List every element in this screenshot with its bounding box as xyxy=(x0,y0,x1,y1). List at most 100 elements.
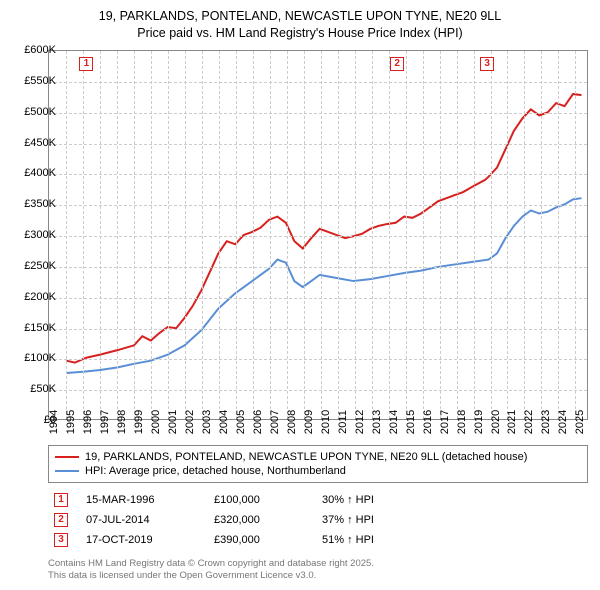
x-tick-label: 2009 xyxy=(303,410,315,434)
annotation-row: 2 07-JUL-2014 £320,000 37% ↑ HPI xyxy=(48,510,588,530)
legend-swatch xyxy=(55,456,79,458)
x-tick-label: 1996 xyxy=(82,410,94,434)
y-tick-label: £200K xyxy=(24,291,56,303)
chart-container: 19, PARKLANDS, PONTELAND, NEWCASTLE UPON… xyxy=(0,0,600,590)
gridline-v xyxy=(355,51,356,419)
gridline-h xyxy=(49,390,587,391)
gridline-v xyxy=(507,51,508,419)
y-tick-label: £600K xyxy=(24,44,56,56)
legend-item: HPI: Average price, detached house, Nort… xyxy=(55,464,581,478)
gridline-h xyxy=(49,236,587,237)
gridline-v xyxy=(287,51,288,419)
gridline-v xyxy=(406,51,407,419)
x-tick-label: 2022 xyxy=(523,410,535,434)
x-tick-label: 2001 xyxy=(167,410,179,434)
legend-label: HPI: Average price, detached house, Nort… xyxy=(85,465,346,477)
annotation-marker: 2 xyxy=(54,513,68,527)
x-tick-label: 1994 xyxy=(48,410,60,434)
y-tick-label: £250K xyxy=(24,260,56,272)
x-tick-label: 1995 xyxy=(65,410,77,434)
x-tick-label: 2003 xyxy=(201,410,213,434)
gridline-v xyxy=(474,51,475,419)
gridline-v xyxy=(168,51,169,419)
gridline-v xyxy=(185,51,186,419)
x-tick-label: 1997 xyxy=(99,410,111,434)
gridline-v xyxy=(541,51,542,419)
gridline-h xyxy=(49,267,587,268)
gridline-v xyxy=(524,51,525,419)
y-tick-label: £300K xyxy=(24,229,56,241)
gridline-v xyxy=(575,51,576,419)
series-line xyxy=(66,94,581,363)
gridline-h xyxy=(49,82,587,83)
x-tick-label: 1998 xyxy=(116,410,128,434)
gridline-v xyxy=(491,51,492,419)
plot-svg xyxy=(49,51,587,419)
gridline-v xyxy=(134,51,135,419)
gridline-v xyxy=(117,51,118,419)
x-tick-label: 2015 xyxy=(405,410,417,434)
chart-marker: 2 xyxy=(390,57,404,71)
gridline-h xyxy=(49,205,587,206)
x-tick-label: 2012 xyxy=(354,410,366,434)
title-block: 19, PARKLANDS, PONTELAND, NEWCASTLE UPON… xyxy=(0,0,600,46)
gridline-h xyxy=(49,174,587,175)
y-tick-label: £450K xyxy=(24,137,56,149)
x-tick-label: 1999 xyxy=(133,410,145,434)
x-tick-label: 2025 xyxy=(574,410,586,434)
x-tick-label: 2021 xyxy=(506,410,518,434)
gridline-v xyxy=(389,51,390,419)
x-tick-label: 2018 xyxy=(456,410,468,434)
x-tick-label: 2007 xyxy=(269,410,281,434)
x-tick-label: 2016 xyxy=(422,410,434,434)
legend-label: 19, PARKLANDS, PONTELAND, NEWCASTLE UPON… xyxy=(85,451,527,463)
gridline-v xyxy=(236,51,237,419)
footer-line-2: This data is licensed under the Open Gov… xyxy=(48,570,374,582)
y-tick-label: £50K xyxy=(30,383,56,395)
x-tick-label: 2006 xyxy=(252,410,264,434)
x-tick-label: 2024 xyxy=(557,410,569,434)
chart-marker: 3 xyxy=(480,57,494,71)
gridline-v xyxy=(338,51,339,419)
x-tick-label: 2014 xyxy=(388,410,400,434)
chart-plot-area: 123 xyxy=(48,50,588,420)
y-tick-label: £150K xyxy=(24,322,56,334)
x-tick-label: 2019 xyxy=(473,410,485,434)
gridline-v xyxy=(202,51,203,419)
legend-swatch xyxy=(55,470,79,472)
annotation-row: 317-OCT-2019£390,00051% ↑ HPI xyxy=(48,530,588,550)
gridline-v xyxy=(304,51,305,419)
y-tick-label: £350K xyxy=(24,198,56,210)
annotation-price: £320,000 xyxy=(214,514,304,526)
gridline-v xyxy=(440,51,441,419)
x-tick-label: 2023 xyxy=(540,410,552,434)
gridline-v xyxy=(270,51,271,419)
gridline-v xyxy=(83,51,84,419)
footer-line-1: Contains HM Land Registry data © Crown c… xyxy=(48,558,374,570)
annotation-marker: 1 xyxy=(54,493,68,507)
title-line-2: Price paid vs. HM Land Registry's House … xyxy=(10,25,590,42)
legend-item: 19, PARKLANDS, PONTELAND, NEWCASTLE UPON… xyxy=(55,450,581,464)
series-line xyxy=(66,198,581,373)
annotation-pct: 30% ↑ HPI xyxy=(322,494,374,506)
gridline-v xyxy=(372,51,373,419)
x-tick-label: 2005 xyxy=(235,410,247,434)
footer: Contains HM Land Registry data © Crown c… xyxy=(48,558,374,583)
legend: 19, PARKLANDS, PONTELAND, NEWCASTLE UPON… xyxy=(48,445,588,483)
gridline-v xyxy=(253,51,254,419)
gridline-v xyxy=(423,51,424,419)
y-tick-label: £100K xyxy=(24,352,56,364)
gridline-h xyxy=(49,359,587,360)
x-tick-label: 2010 xyxy=(320,410,332,434)
annotation-marker: 3 xyxy=(54,533,68,547)
y-tick-label: £550K xyxy=(24,75,56,87)
annotation-row: 115-MAR-1996£100,00030% ↑ HPI xyxy=(48,490,588,510)
gridline-h xyxy=(49,329,587,330)
x-tick-label: 2011 xyxy=(337,410,349,434)
gridline-h xyxy=(49,113,587,114)
x-tick-label: 2017 xyxy=(439,410,451,434)
annotation-price: £390,000 xyxy=(214,534,304,546)
annotation-pct: 51% ↑ HPI xyxy=(322,534,374,546)
annotation-pct: 37% ↑ HPI xyxy=(322,514,374,526)
annotation-date: 07-JUL-2014 xyxy=(86,514,196,526)
